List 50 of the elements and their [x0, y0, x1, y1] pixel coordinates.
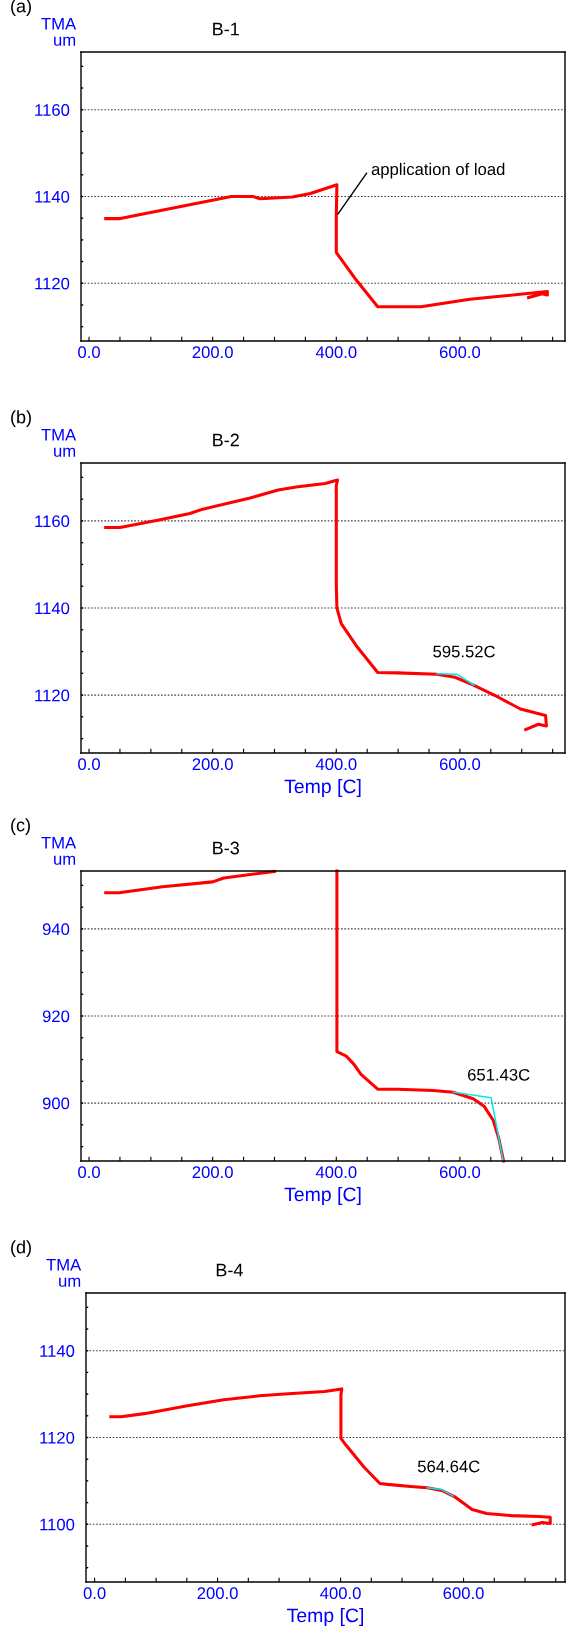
x-tick-label: 600.0: [439, 758, 481, 771]
y-tick-label: 1140: [35, 602, 70, 615]
y-tick-label: 1120: [40, 1431, 75, 1444]
x-tick-label: 600.0: [439, 346, 481, 359]
annotation: 564.64C: [417, 1460, 480, 1473]
x-tick-label: 200.0: [192, 758, 233, 771]
text: (b): [11, 410, 31, 427]
x-tick-label: 0.0: [78, 1166, 100, 1179]
x-tick-label: 200.0: [197, 1587, 238, 1600]
x-tick-label: 0.0: [83, 1587, 106, 1600]
x-axis-title: Temp [C]: [284, 778, 361, 798]
x-tick-label: 200.0: [192, 1166, 233, 1179]
x-tick-label: 400.0: [315, 1166, 357, 1179]
y-axis-title: TMA um: [41, 18, 77, 46]
line-series: [109, 1387, 552, 1527]
y-tick-label: 1160: [35, 515, 70, 528]
x-tick-label: 400.0: [315, 346, 357, 359]
y-tick-label: 920: [42, 1010, 70, 1023]
y-tick-label: 1100: [40, 1518, 75, 1531]
y-tick-label: 1140: [35, 190, 70, 203]
x-tick-label: 0.0: [78, 346, 100, 359]
y-axis-title: TMA um: [41, 837, 77, 865]
line-series: [104, 478, 548, 732]
y-tick-label: 900: [42, 1097, 70, 1110]
chart-title: B-1: [213, 22, 239, 36]
y-tick-label: 1140: [40, 1345, 75, 1357]
chart-title: B-4: [216, 1263, 243, 1277]
annotation: 595.52C: [433, 645, 495, 658]
text: (a): [11, 0, 31, 16]
line-series: [104, 183, 549, 309]
text: (d): [11, 1240, 31, 1257]
y-axis-title: TMA um: [41, 429, 77, 457]
x-axis-title: Temp [C]: [287, 1607, 364, 1627]
y-tick-label: 940: [42, 923, 70, 936]
chart-title: B-2: [213, 433, 239, 447]
x-tick-label: 400.0: [315, 758, 357, 771]
y-axis-title: TMA um: [46, 1259, 82, 1287]
x-tick-label: 600.0: [439, 1166, 481, 1179]
annotation: 651.43C: [467, 1068, 530, 1081]
chart-title: B-3: [213, 841, 239, 855]
annotation: application of load: [371, 162, 505, 179]
x-tick-label: 400.0: [320, 1587, 361, 1600]
x-tick-label: 200.0: [192, 346, 233, 359]
y-tick-label: 1120: [35, 689, 70, 702]
y-tick-label: 1120: [35, 277, 70, 290]
y-tick-label: 1160: [35, 104, 70, 116]
text: (c): [11, 818, 30, 835]
x-axis-title: Temp [C]: [284, 1186, 361, 1206]
x-tick-label: 0.0: [78, 758, 100, 771]
x-tick-label: 600.0: [443, 1587, 484, 1600]
